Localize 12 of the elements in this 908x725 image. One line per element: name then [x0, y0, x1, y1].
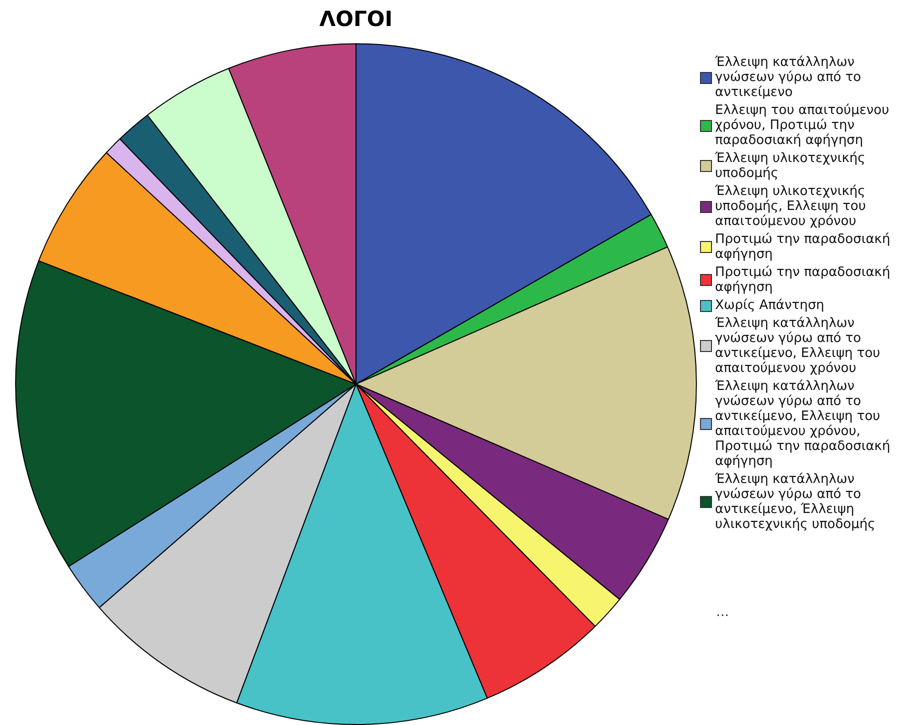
legend-label: Προτιμώ την παραδοσιακή αφήγηση	[715, 265, 892, 295]
text: …	[716, 605, 729, 620]
legend-label: Ελλειψη του απαιτούμενου χρόνου, Προτιμώ την παραδοσιακή αφήγηση	[715, 103, 890, 148]
legend-label: Έλλειψη κατάλληλων γνώσεων γύρω από το αντικείμενο, Ελλειψη του απαιτούμενου χρόνου, Προτιμώ την παραδοσιακή αφήγηση	[715, 379, 892, 469]
legend-label: Έλλειψη κατάλληλων γνώσεων γύρω από το αντικείμενο, Έλλειψη υλικοτεχνικής υποδομής	[715, 472, 876, 532]
legend-label: Έλλειψη υλικοτεχνικής υποδομής, Ελλειψη του απαιτούμενου χρόνου	[715, 184, 867, 229]
legend-label: Έλλειψη υλικοτεχνικής υποδομής	[715, 151, 866, 181]
legend-label: Έλλειψη κατάλληλων γνώσεων γύρω από το αντικείμενο	[715, 55, 862, 100]
legend-label: Έλλειψη κατάλληλων γνώσεων γύρω από το αντικείμενο, Ελλειψη του απαιτούμενου χρόνου	[715, 316, 882, 376]
chart-title: ΛΟΓΟΙ	[319, 7, 393, 32]
legend-label: Χωρίς Απάντηση	[715, 298, 824, 313]
legend-label: Προτιμώ την παραδοσιακή αφήγηση	[715, 232, 892, 262]
